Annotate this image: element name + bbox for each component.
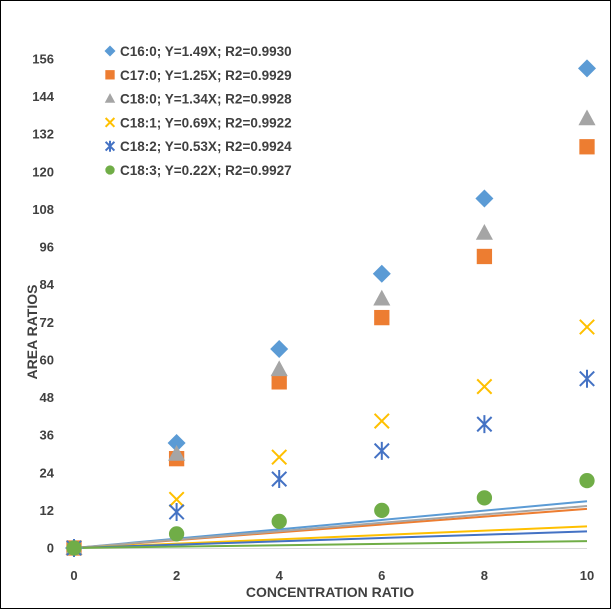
data-point xyxy=(66,540,82,556)
data-point xyxy=(270,360,288,377)
data-point xyxy=(579,139,595,155)
legend-marker xyxy=(104,93,116,103)
y-tick-label: 144 xyxy=(32,89,54,104)
legend-marker xyxy=(105,165,115,175)
data-point xyxy=(476,378,493,395)
y-tick-label: 0 xyxy=(47,541,54,556)
trendline xyxy=(73,530,588,549)
legend-label: C18:3; Y=0.22X; R2=0.9927 xyxy=(120,163,292,178)
data-point xyxy=(476,490,493,506)
x-tick-label: 2 xyxy=(173,568,180,583)
legend-label: C16:0; Y=1.49X; R2=0.9930 xyxy=(120,44,292,59)
y-tick-label: 96 xyxy=(40,240,54,255)
x-tick-label: 4 xyxy=(276,568,284,583)
data-point xyxy=(372,264,391,283)
data-point xyxy=(168,491,185,508)
trendline xyxy=(73,504,588,549)
data-point xyxy=(168,502,185,521)
legend-label: C17:0; Y=1.25X; R2=0.9929 xyxy=(120,68,292,83)
data-point xyxy=(579,472,595,489)
legend: C16:0; Y=1.49X; R2=0.9930 C17:0; Y=1.25X;… xyxy=(104,44,292,178)
y-tick-label: 72 xyxy=(40,315,54,330)
y-tick-label: 48 xyxy=(40,390,54,405)
data-point xyxy=(168,444,186,461)
data-point xyxy=(476,415,493,434)
y-tick-label: 36 xyxy=(40,428,54,443)
data-point xyxy=(374,502,390,519)
y-tick-label: 84 xyxy=(40,277,55,292)
legend-marker xyxy=(105,70,115,80)
data-point xyxy=(373,289,391,306)
legend-marker xyxy=(104,117,116,128)
data-point xyxy=(579,319,595,335)
x-tick-label: 0 xyxy=(70,568,77,583)
data-point xyxy=(578,109,596,126)
trendlines-layer xyxy=(73,500,588,549)
data-point xyxy=(373,413,390,429)
x-tick-label: 6 xyxy=(378,568,385,583)
data-point xyxy=(168,526,185,542)
data-point xyxy=(271,470,288,489)
data-point xyxy=(476,248,493,265)
data-point xyxy=(271,513,287,530)
legend-marker xyxy=(104,140,116,152)
data-point xyxy=(167,433,186,452)
data-points-layer xyxy=(65,59,596,557)
data-point xyxy=(578,59,596,78)
trendline xyxy=(73,540,588,549)
y-tick-label: 120 xyxy=(32,164,54,179)
x-axis-title: CONCENTRATION RATIO xyxy=(246,584,414,600)
data-point xyxy=(271,449,288,466)
data-point xyxy=(271,374,287,390)
data-point xyxy=(579,369,595,388)
legend-label: C18:1; Y=0.69X; R2=0.9922 xyxy=(120,115,292,130)
legend-label: C18:0; Y=1.34X; R2=0.9928 xyxy=(120,92,292,107)
x-tick-label: 8 xyxy=(481,568,488,583)
data-point xyxy=(475,189,494,208)
y-tick-label: 12 xyxy=(40,503,54,518)
legend-marker xyxy=(104,45,116,57)
y-tick-label: 156 xyxy=(32,52,54,67)
y-tick-label: 108 xyxy=(32,202,54,217)
x-tick-label: 10 xyxy=(580,568,594,583)
data-point xyxy=(475,223,493,240)
y-tick-label: 60 xyxy=(40,352,54,367)
data-point xyxy=(270,339,289,358)
y-tick-label: 24 xyxy=(40,465,55,480)
y-tick-label: 132 xyxy=(32,127,54,142)
data-point xyxy=(373,441,390,460)
legend-label: C18:2; Y=0.53X; R2=0.9924 xyxy=(120,139,292,154)
y-axis-title: AREA RATIOS xyxy=(24,285,40,380)
data-point xyxy=(374,309,390,326)
